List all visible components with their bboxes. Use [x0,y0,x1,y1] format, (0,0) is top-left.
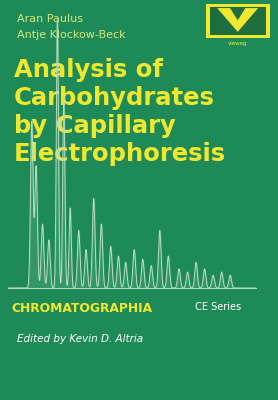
Text: vieweg: vieweg [228,41,247,46]
Text: Aran Paulus: Aran Paulus [17,14,83,24]
Text: CHROMATOGRAPHIA: CHROMATOGRAPHIA [11,302,152,315]
FancyBboxPatch shape [210,7,266,35]
Text: by Capillary: by Capillary [14,114,176,138]
Text: Carbohydrates: Carbohydrates [14,86,215,110]
Polygon shape [217,8,258,32]
Text: Analysis of: Analysis of [14,58,163,82]
Text: Antje Klockow-Beck: Antje Klockow-Beck [17,30,125,40]
FancyBboxPatch shape [206,4,270,38]
Text: CE Series: CE Series [192,302,241,312]
Text: Edited by Kevin D. Altria: Edited by Kevin D. Altria [17,334,143,344]
Text: Electrophoresis: Electrophoresis [14,142,226,166]
